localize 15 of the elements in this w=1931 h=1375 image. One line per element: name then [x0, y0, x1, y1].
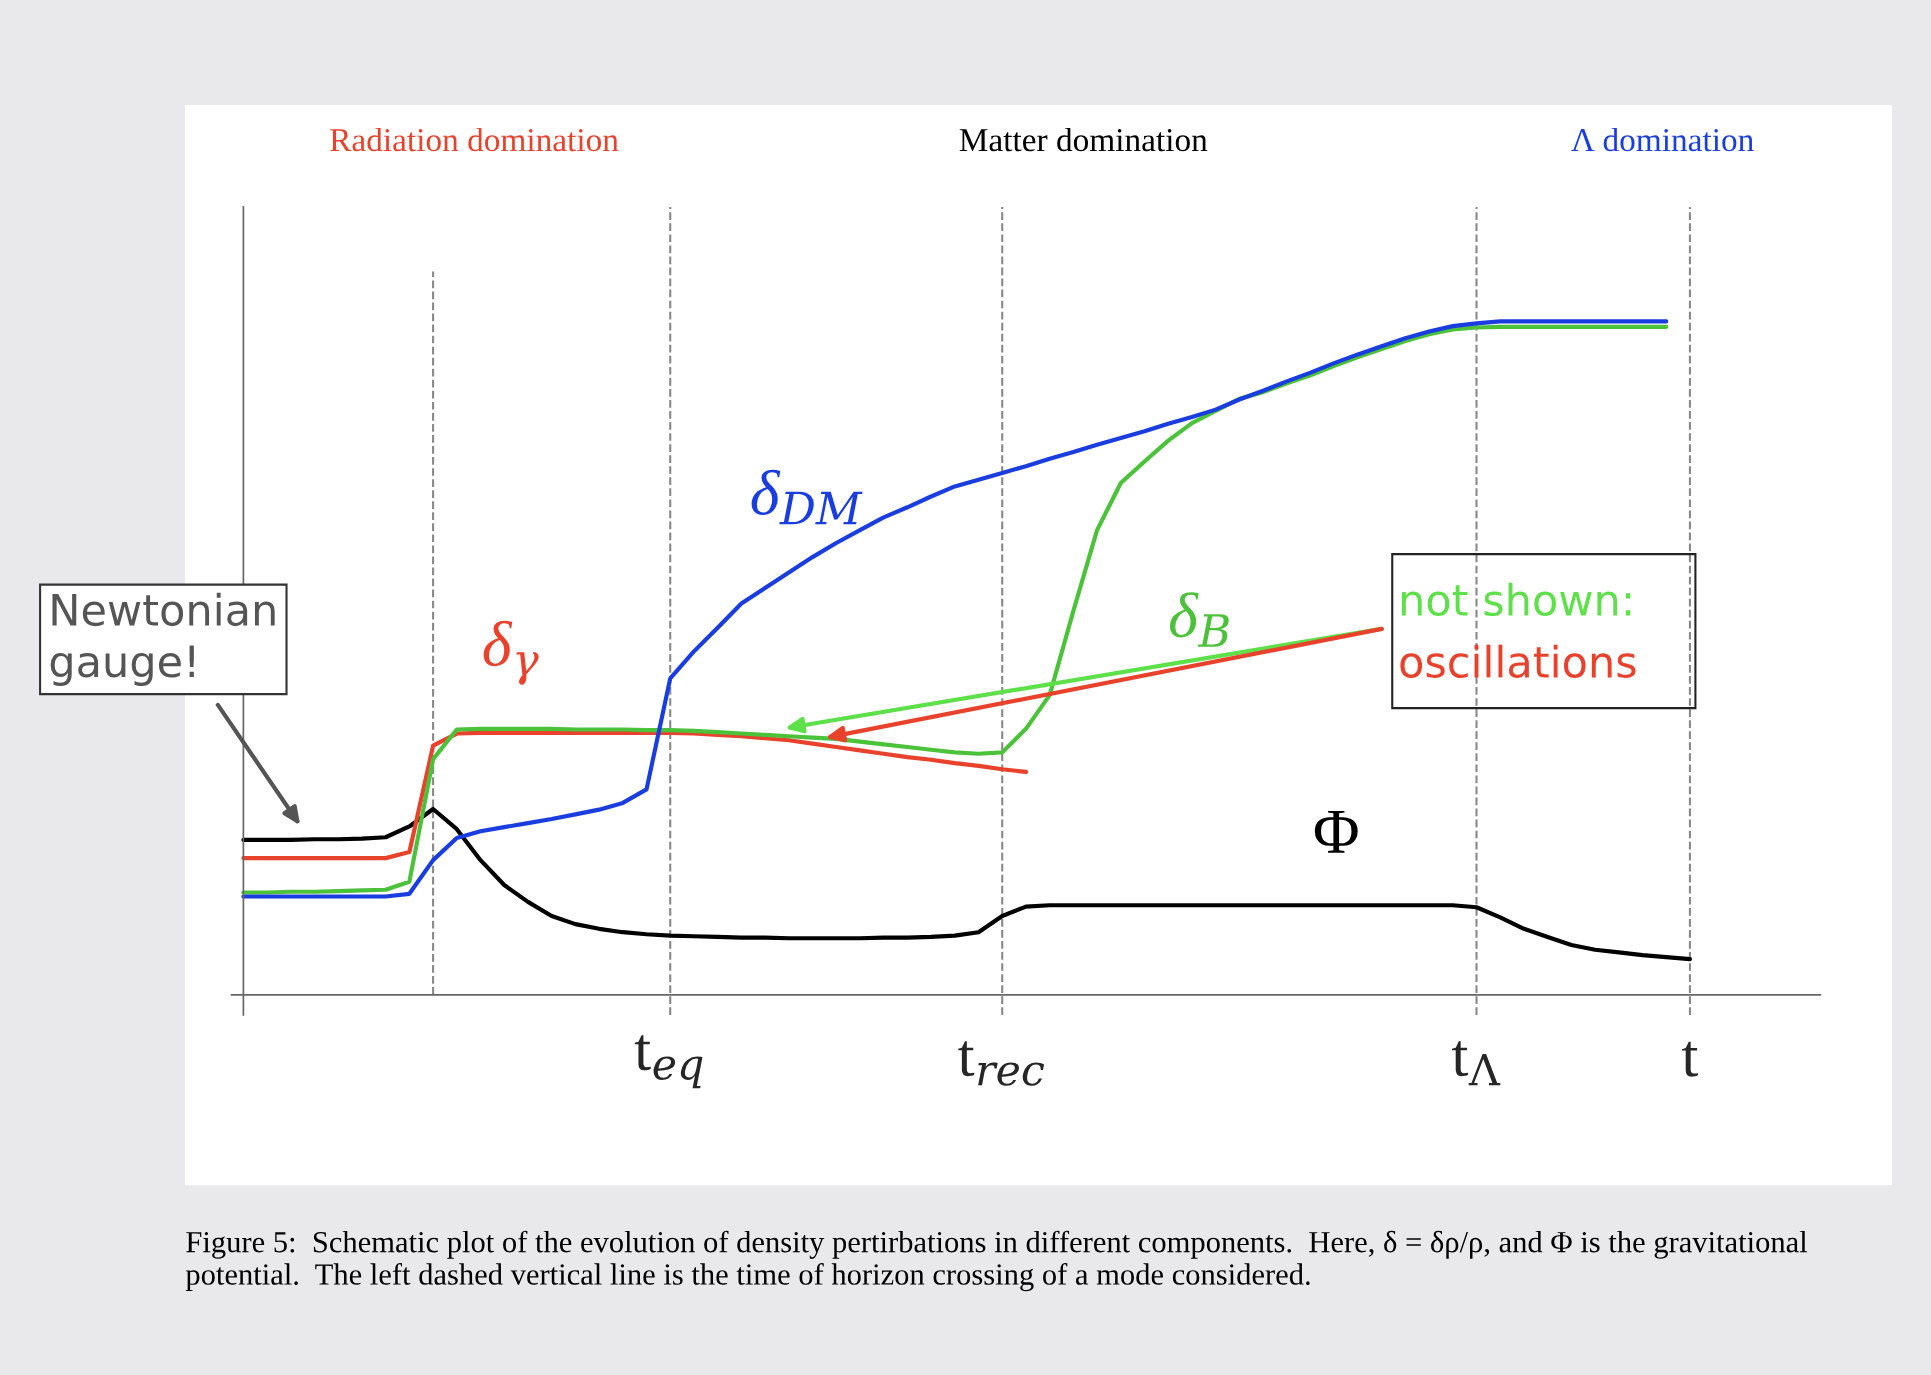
annotation: δ$_{B}$ — [1169, 592, 1229, 647]
annotation: Newtonian gauge! — [50, 592, 275, 686]
annotation: not shown: — [1401, 582, 1631, 617]
x-tick-label: t$_{rec}$ — [958, 1041, 1045, 1086]
x-tick-label: t — [1682, 1041, 1699, 1077]
text: Matter domination — [959, 127, 1208, 152]
text: Radiation domination — [330, 127, 619, 152]
text: Λ domination — [1571, 127, 1754, 152]
x-tick-label: t$_{Λ}$ — [1452, 1041, 1501, 1086]
x-tick-label: t$_{eq}$ — [634, 1035, 703, 1089]
annotation: δ$_{γ}$ — [483, 620, 539, 685]
annotation: δ$_{DM}$ — [751, 469, 863, 525]
annotation: Φ — [1314, 810, 1358, 853]
caption: Figure 5: Schematic plot of the evolution of density pertirbations in different components. Here, δ = δρ/ρ, and Φ is the gravitational potential. The left dashed vertical line is the time of horizon crossing of a mode considered. — [185, 1230, 1808, 1292]
annotation: oscillations — [1400, 644, 1636, 678]
